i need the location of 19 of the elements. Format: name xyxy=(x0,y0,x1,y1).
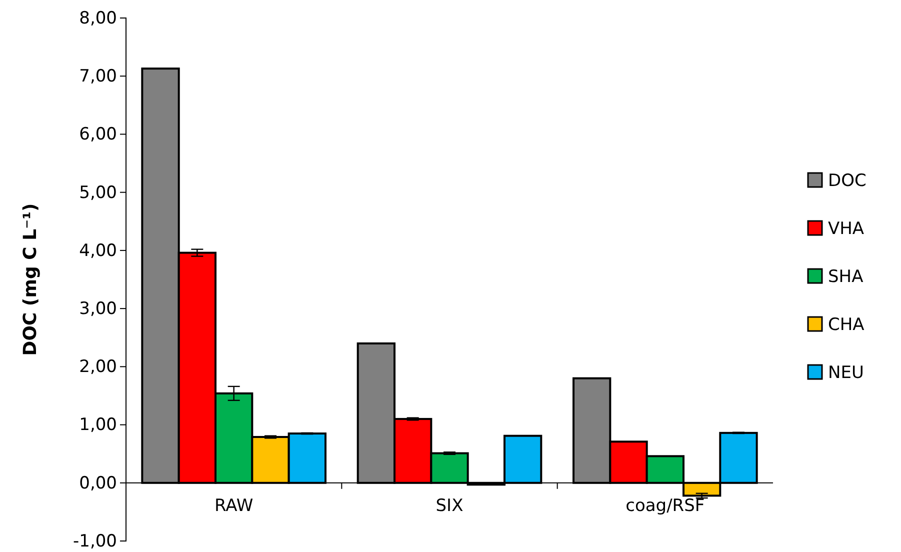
y-tick-label: 7,00 xyxy=(79,66,117,87)
legend-label: DOC xyxy=(828,171,866,191)
x-tick-label: RAW xyxy=(214,496,254,516)
x-tick-label: coag/RSF xyxy=(626,496,705,516)
y-tick-label: 3,00 xyxy=(79,298,117,319)
legend-label: NEU xyxy=(828,363,864,383)
y-tick-label: 8,00 xyxy=(79,8,117,28)
y-tick-label: 5,00 xyxy=(79,182,117,203)
y-tick-label: 2,00 xyxy=(79,357,117,378)
legend-label: SHA xyxy=(828,267,864,287)
y-axis-title: DOC (mg C L⁻¹) xyxy=(20,203,41,356)
y-tick-label: 6,00 xyxy=(79,124,117,145)
y-tick-label: -1,00 xyxy=(73,531,117,552)
x-tick-label: SIX xyxy=(436,496,464,516)
y-tick-label: 0,00 xyxy=(79,473,117,494)
y-tick-label: 1,00 xyxy=(79,415,117,436)
y-tick-label: 4,00 xyxy=(79,240,117,261)
legend-label: CHA xyxy=(828,315,865,335)
legend-label: VHA xyxy=(828,219,864,239)
